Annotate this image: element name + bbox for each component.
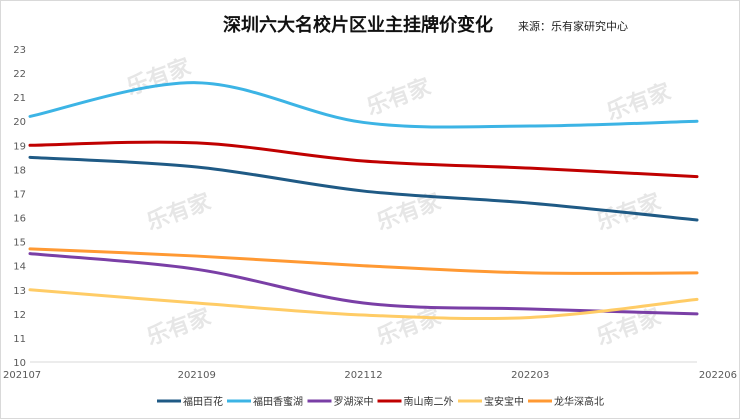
y-tick-label: 14 <box>13 262 26 273</box>
y-tick-label: 20 <box>13 117 26 128</box>
y-tick-label: 13 <box>13 286 26 297</box>
y-tick-label: 10 <box>13 358 26 369</box>
y-tick-label: 16 <box>13 214 26 225</box>
series-line-2 <box>28 252 699 316</box>
x-tick-label: 202112 <box>344 370 382 381</box>
watermark: 乐有家 <box>603 78 675 125</box>
series-lines <box>28 81 699 321</box>
legend-label: 福田香蜜湖 <box>253 395 303 408</box>
y-tick-label: 18 <box>13 165 26 176</box>
series-line-5 <box>28 247 699 275</box>
y-tick-label: 15 <box>13 238 26 249</box>
y-tick-label: 11 <box>13 334 26 345</box>
y-tick-label: 21 <box>13 93 26 104</box>
series-line-3 <box>28 140 699 179</box>
watermark: 乐有家 <box>143 303 215 350</box>
legend-label: 南山南二外 <box>404 395 454 408</box>
series-line-0 <box>28 155 699 222</box>
y-tick-label: 12 <box>13 310 26 321</box>
legend-label: 罗湖深中 <box>334 395 374 408</box>
legend-label: 福田百花 <box>183 395 223 408</box>
series-line-1 <box>28 81 699 129</box>
y-tick-label: 23 <box>13 45 26 56</box>
watermark: 乐有家 <box>123 53 195 100</box>
chart-title: 深圳六大名校片区业主挂牌价变化 <box>223 14 493 36</box>
legend-label: 宝安宝中 <box>484 395 524 408</box>
legend: 福田百花 福田香蜜湖 罗湖深中 南山南二外 宝安宝中 龙华深高北 <box>157 395 604 408</box>
watermark: 乐有家 <box>373 303 445 350</box>
axes: 10 11 12 13 14 15 16 17 18 19 20 21 22 23 202107 202109… <box>3 45 737 381</box>
x-tick-label: 202107 <box>3 370 41 381</box>
x-tick-label: 202109 <box>178 370 216 381</box>
chart-source: 来源：乐有家研究中心 <box>518 19 628 33</box>
y-tick-label: 22 <box>13 69 26 80</box>
y-tick-label: 17 <box>13 189 26 200</box>
watermark: 乐有家 <box>143 188 215 235</box>
x-tick-label: 202206 <box>699 370 737 381</box>
watermark: 乐有家 <box>363 73 435 120</box>
y-tick-label: 19 <box>13 141 26 152</box>
series-line-4 <box>28 288 699 321</box>
x-tick-label: 202203 <box>511 370 549 381</box>
legend-label: 龙华深高北 <box>554 395 604 408</box>
